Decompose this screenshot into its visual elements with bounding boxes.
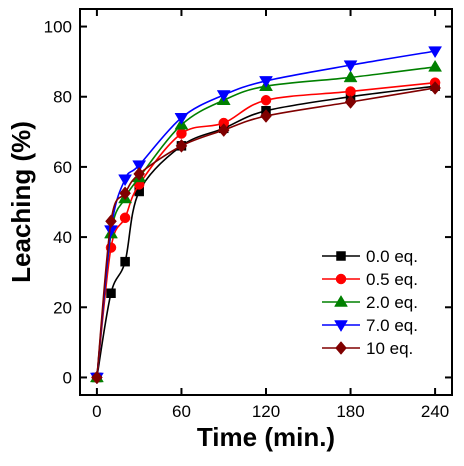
series-10-eq [91,81,441,385]
legend-label: 0.5 eq. [366,270,418,289]
data-point [343,70,358,83]
legend-label: 7.0 eq. [366,316,418,335]
data-point [344,95,357,109]
legend-marker [334,320,348,332]
x-tick-label: 180 [336,402,364,421]
data-point [217,123,230,137]
y-tick-label: 40 [53,228,72,247]
data-point [259,76,273,88]
data-point [119,186,131,201]
data-point [120,256,130,267]
legend-marker [335,341,347,355]
data-point [91,370,103,385]
data-point [174,113,189,125]
x-tick-label: 60 [172,402,191,421]
legend-label: 10 eq. [366,339,413,358]
x-tick-label: 240 [421,402,449,421]
y-tick-label: 80 [53,88,72,107]
legend-marker [336,251,346,261]
data-point [260,94,272,106]
data-point [133,167,146,181]
data-point [106,288,116,298]
x-axis-title: Time (min.) [197,422,335,452]
legend: 0.0 eq. 0.5 eq. 2.0 eq. 7.0 eq. 10 eq. [322,247,418,358]
y-axis-title: Leaching (%) [6,121,36,283]
data-point [345,86,356,97]
data-point [343,60,358,73]
data-point [260,109,272,123]
y-tick-label: 0 [63,368,72,387]
data-point [118,174,133,187]
axis-ticks: 0 60 120 180 240 0 20 40 60 80 100 [44,9,452,421]
x-tick-label: 120 [252,402,280,421]
legend-marker [335,273,347,285]
legend-label: 0.0 eq. [366,247,418,266]
legend-label: 2.0 eq. [366,293,418,312]
data-point [175,138,188,153]
data-point [428,46,443,59]
data-point [216,90,231,102]
legend-marker [334,295,348,307]
data-point [428,59,443,72]
x-tick-label: 0 [92,402,101,421]
y-tick-label: 20 [53,298,72,317]
data-point [176,128,187,139]
data-point [132,160,147,173]
data-point [105,214,117,229]
series-05-eq [91,77,441,383]
series-layer [89,46,443,385]
y-tick-label: 60 [53,158,72,177]
series-00-eq [92,81,440,383]
data-point [119,212,131,224]
data-point [429,81,441,95]
y-tick-label: 100 [44,18,72,37]
